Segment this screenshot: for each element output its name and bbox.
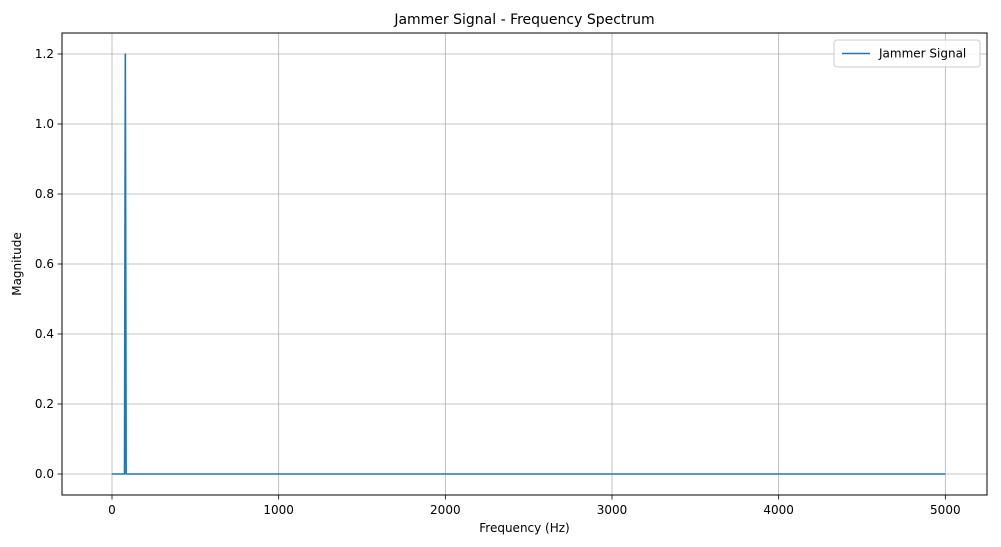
- y-tick-label: 0.6: [35, 257, 54, 271]
- legend-box: [833, 39, 981, 68]
- x-axis-label: Frequency (Hz): [479, 521, 570, 535]
- y-tick-label: 0.4: [35, 327, 54, 341]
- y-tick-label: 0.0: [35, 467, 54, 481]
- y-tick-label: 0.2: [35, 397, 54, 411]
- chart-title: Jammer Signal - Frequency Spectrum: [393, 12, 654, 28]
- y-tick-label: 1.2: [35, 47, 54, 61]
- x-tick-label: 5000: [930, 503, 961, 517]
- series-layer: [112, 53, 946, 475]
- x-tick-label: 2000: [430, 503, 461, 517]
- x-tick-label: 4000: [763, 503, 794, 517]
- x-tick-label: 0: [108, 503, 116, 517]
- x-axis-ticks: 0 1000 2000 3000 4000 5000: [108, 495, 961, 517]
- grid: [62, 33, 987, 495]
- series-line-jammer-signal: [112, 53, 946, 475]
- x-tick-label: 3000: [597, 503, 628, 517]
- y-axis-label: Magnitude: [10, 232, 24, 296]
- legend-label-jammer-signal: Jammer Signal: [878, 47, 966, 61]
- y-tick-label: 1.0: [35, 117, 54, 131]
- x-tick-label: 1000: [263, 503, 294, 517]
- legend: Jammer Signal: [833, 39, 981, 68]
- y-axis-ticks: 0.0 0.2 0.4 0.6 0.8 1.0 1.2: [35, 47, 62, 481]
- y-tick-label: 0.8: [35, 187, 54, 201]
